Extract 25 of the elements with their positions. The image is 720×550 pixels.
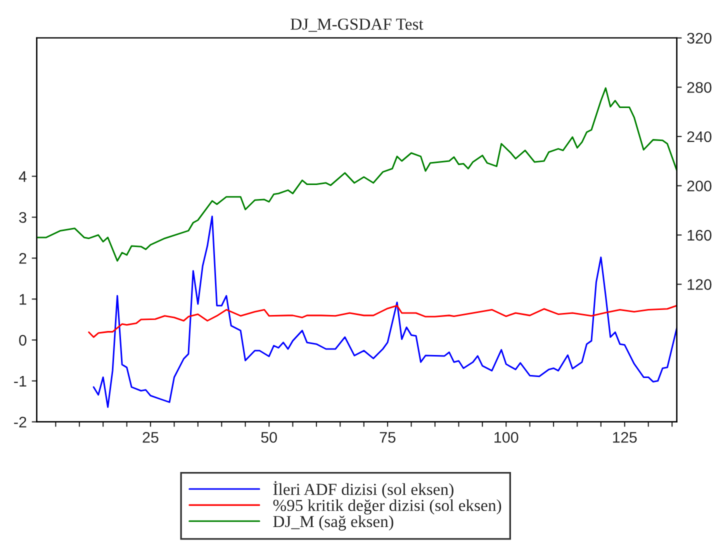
line-series (36, 87, 677, 262)
y2-tick-label: 320 (687, 32, 712, 44)
x-tick-label: 25 (142, 432, 158, 443)
x-tick-label: 50 (261, 432, 277, 443)
y-tick-label: 4 (18, 171, 27, 182)
x-tick-label: 100 (494, 432, 518, 443)
y-tick-label: -2 (14, 416, 26, 428)
line-series (92, 216, 677, 408)
legend-label: İleri ADF dizisi (sol eksen) (273, 481, 454, 498)
line-series (88, 304, 677, 338)
y-tick-label: 0 (19, 334, 26, 346)
y2-tick-label: 160 (688, 230, 712, 241)
legend-label: %95 kritik değer dizisi (sol eksen) (273, 499, 502, 514)
chart-title: DJ_M-GSDAF Test (290, 18, 424, 32)
y-tick-label: 1 (20, 294, 26, 305)
y-tick-label: -1 (14, 376, 26, 386)
legend-label: DJ_M (sağ eksen) (273, 515, 394, 531)
y2-tick-label: 200 (687, 180, 712, 192)
y2-tick-label: 280 (687, 82, 712, 93)
x-tick-label: 125 (613, 432, 637, 443)
y-tick-label: 2 (19, 253, 26, 264)
y2-tick-label: 240 (687, 131, 712, 142)
y2-tick-label: 120 (688, 279, 712, 290)
y-tick-label: 3 (19, 212, 26, 223)
x-tick-label: 75 (380, 432, 396, 443)
